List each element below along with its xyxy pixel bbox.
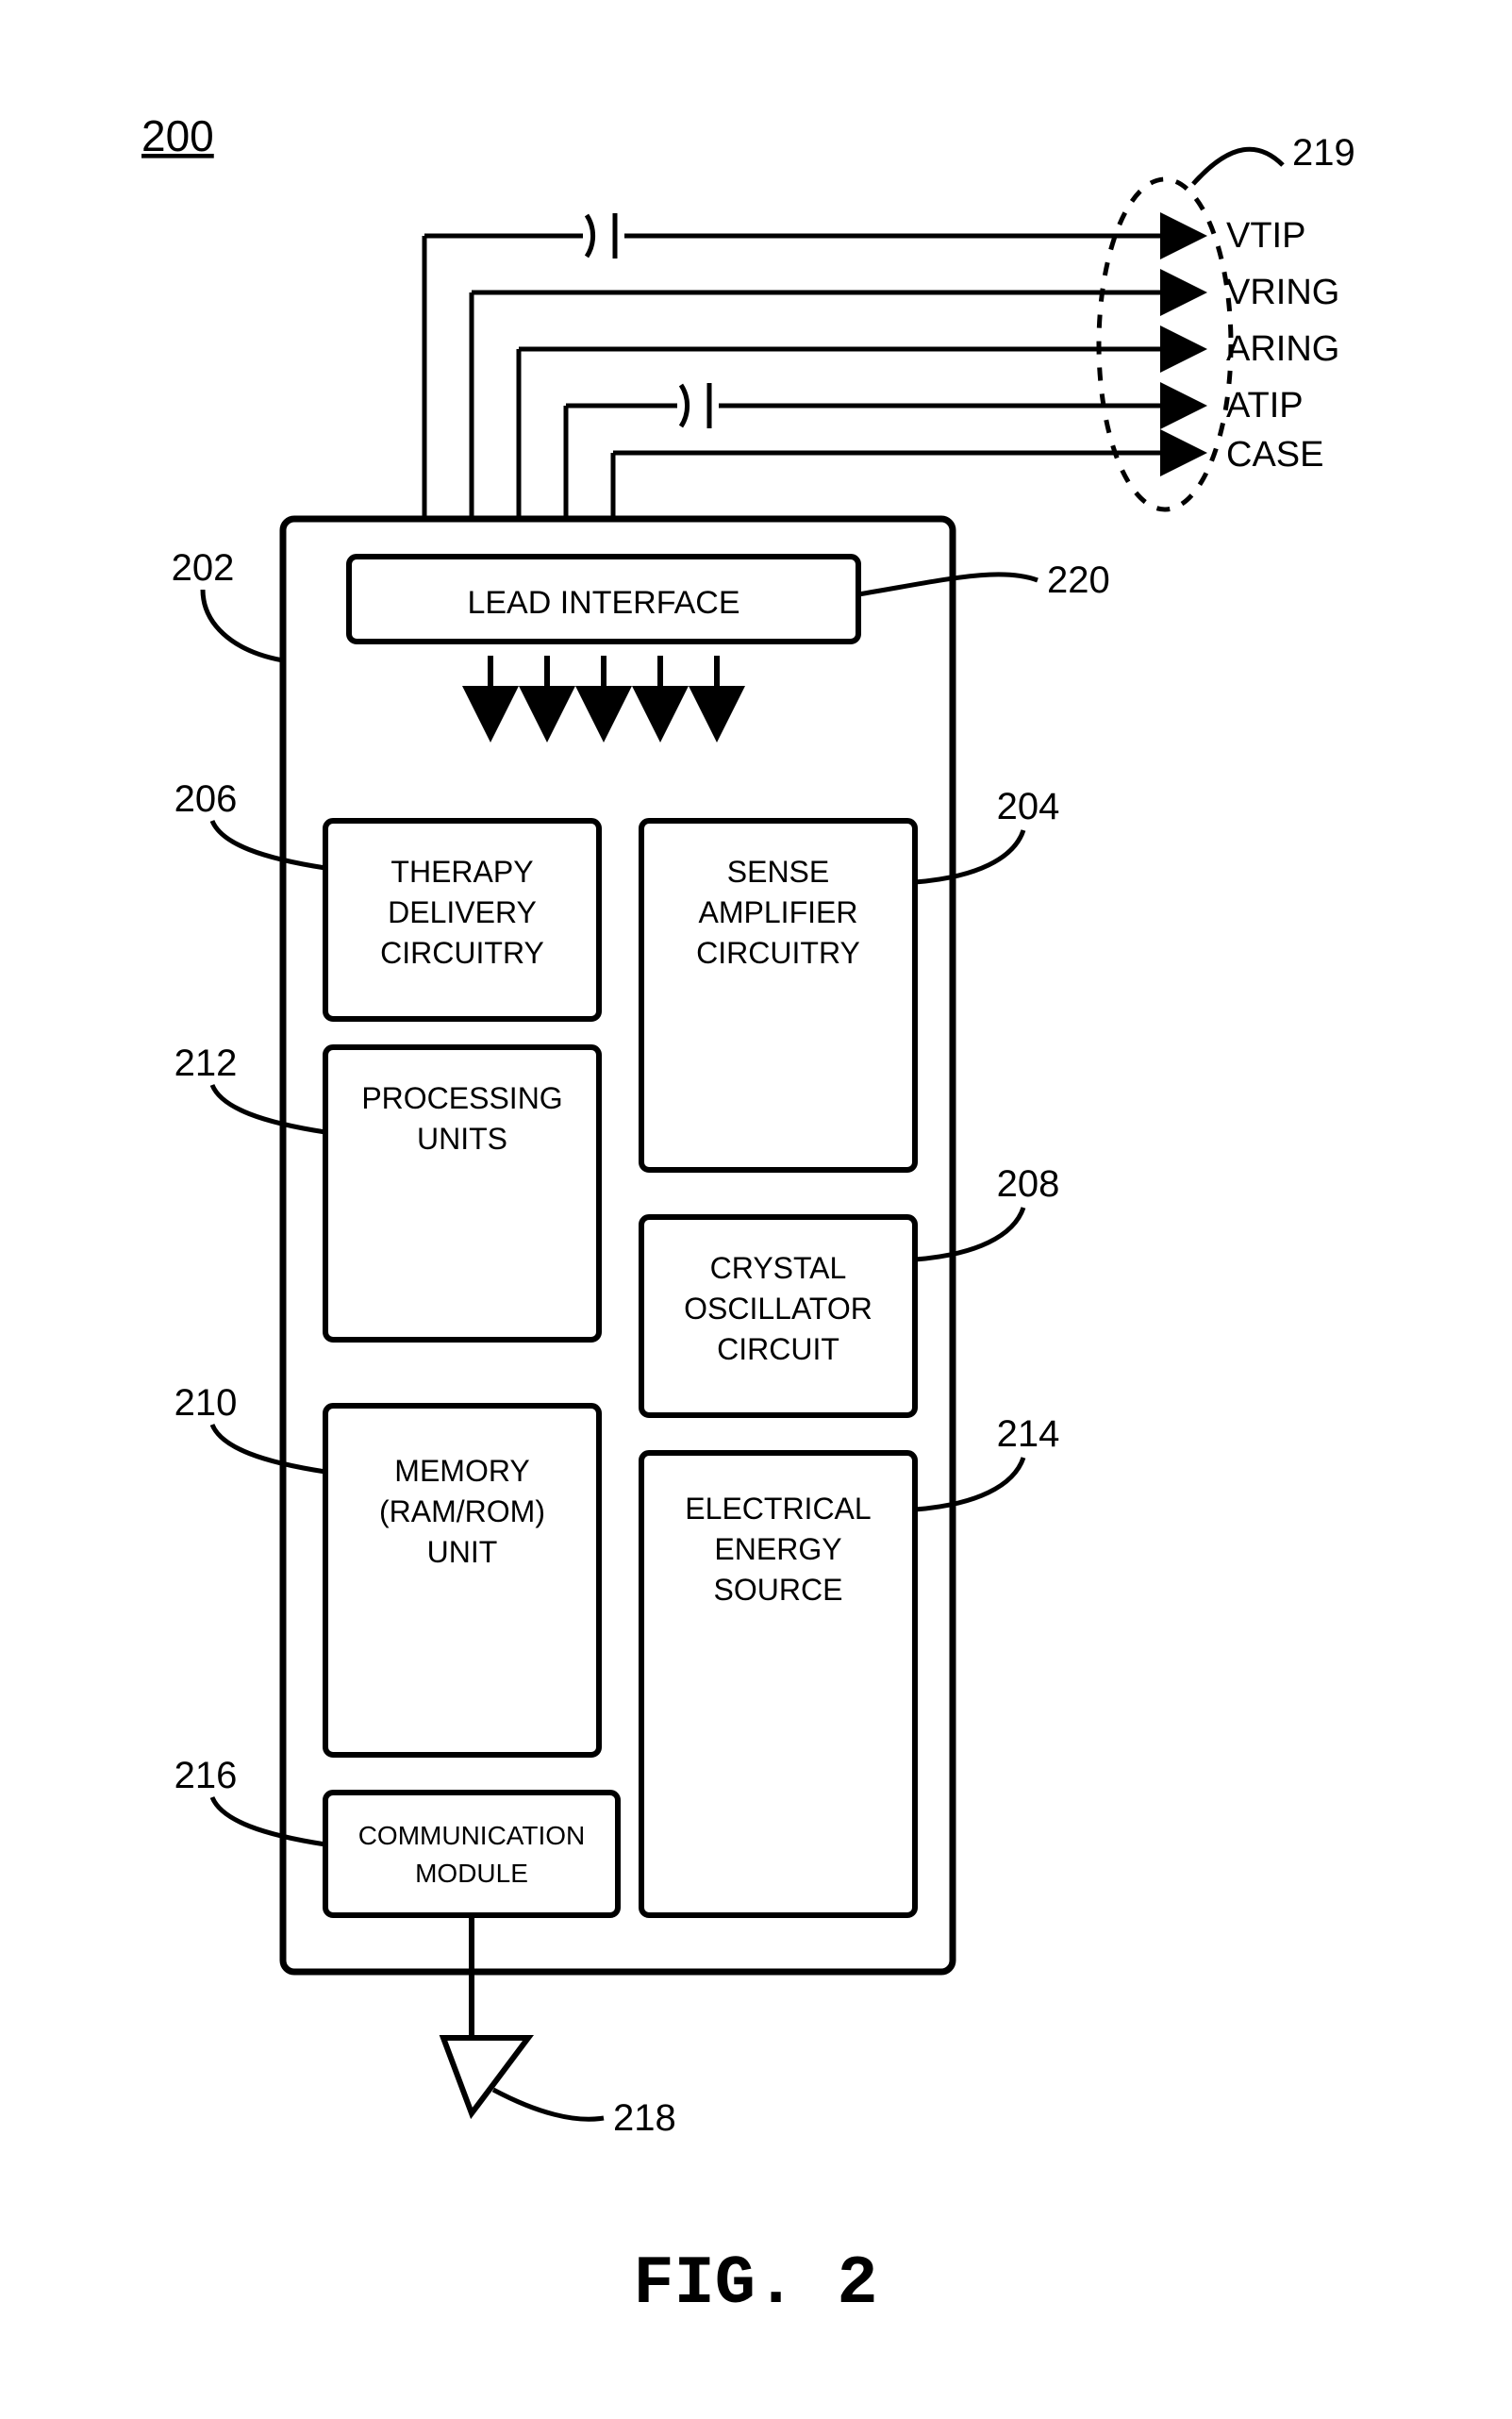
- lead-vring: VRING: [1226, 273, 1339, 312]
- memory-l1: MEMORY: [394, 1454, 529, 1488]
- sense-l1: SENSE: [727, 855, 829, 889]
- ref-204: 204: [997, 786, 1060, 827]
- processing-l1: PROCESSING: [361, 1081, 562, 1115]
- figure-caption: FIG. 2: [633, 2245, 877, 2323]
- ref-219: 219: [1292, 132, 1355, 174]
- crystal-l3: CIRCUIT: [717, 1332, 839, 1366]
- ref-208: 208: [997, 1163, 1060, 1205]
- ref-212: 212: [174, 1043, 238, 1084]
- memory-l2: (RAM/ROM): [379, 1494, 545, 1528]
- lead-aring: ARING: [1226, 329, 1339, 369]
- crystal-l2: OSCILLATOR: [684, 1292, 872, 1326]
- sense-l2: AMPLIFIER: [699, 895, 858, 929]
- therapy-l2: DELIVERY: [388, 895, 537, 929]
- ref-210: 210: [174, 1382, 238, 1424]
- ref-220: 220: [1047, 559, 1110, 601]
- callout-202: [203, 590, 283, 660]
- energy-l2: ENERGY: [714, 1532, 841, 1566]
- ref-214: 214: [997, 1413, 1060, 1455]
- callout-219: [1193, 149, 1283, 184]
- ref-202: 202: [172, 547, 235, 589]
- processing-l2: UNITS: [417, 1122, 507, 1156]
- crystal-l1: CRYSTAL: [710, 1251, 847, 1285]
- lead-atip: ATIP: [1226, 386, 1304, 425]
- ref-216: 216: [174, 1755, 238, 1796]
- therapy-l3: CIRCUITRY: [380, 936, 544, 970]
- comm-box: [325, 1793, 618, 1915]
- lead-vtip: VTIP: [1226, 216, 1305, 256]
- lead-lines: [424, 213, 1198, 557]
- ref-218: 218: [613, 2097, 676, 2139]
- lead-interface-label: LEAD INTERFACE: [467, 585, 739, 621]
- figure-svg: 200 VTIP VRING: [0, 0, 1512, 2419]
- memory-l3: UNIT: [427, 1535, 498, 1569]
- energy-l1: ELECTRICAL: [685, 1492, 871, 1526]
- energy-l3: SOURCE: [714, 1573, 843, 1607]
- comm-l2: MODULE: [415, 1859, 528, 1888]
- callout-218: [493, 2090, 604, 2119]
- ref-main: 200: [141, 111, 214, 160]
- ref-206: 206: [174, 778, 238, 820]
- comm-l1: COMMUNICATION: [358, 1821, 586, 1850]
- lead-case: CASE: [1226, 435, 1323, 475]
- lead-group-ellipse: [1099, 179, 1231, 509]
- therapy-l1: THERAPY: [390, 855, 533, 889]
- sense-l3: CIRCUITRY: [696, 936, 860, 970]
